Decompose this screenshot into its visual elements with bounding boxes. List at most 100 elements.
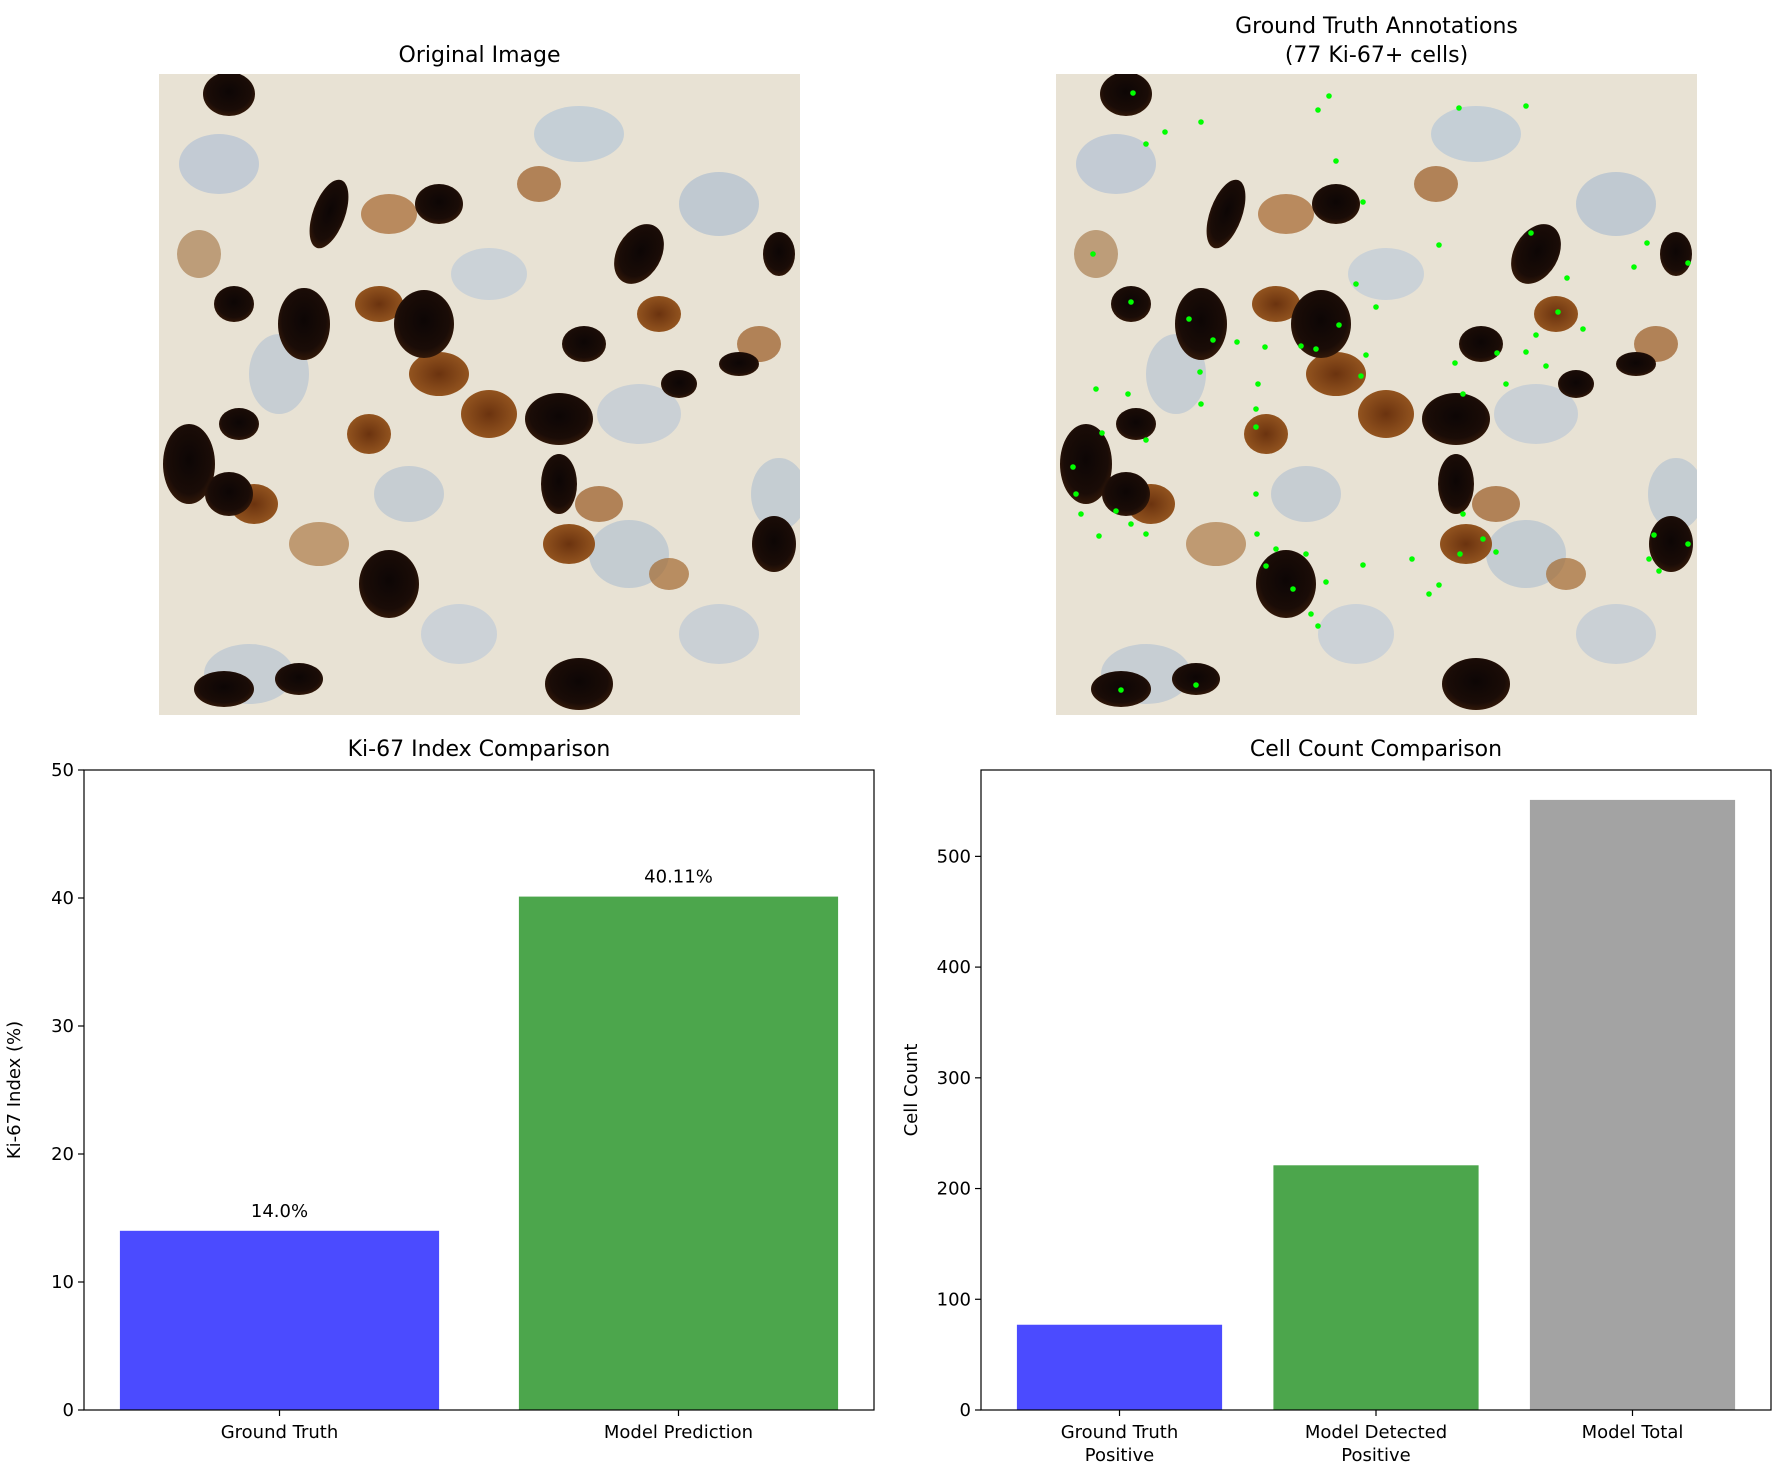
y-tick-label: 500 (937, 846, 971, 867)
annotation-marker (1198, 401, 1204, 407)
annotation-marker (1193, 682, 1199, 688)
annotation-marker (1070, 464, 1076, 470)
annotation-marker (1128, 521, 1134, 527)
original-image-title: Original Image (399, 43, 561, 68)
y-tick-label: 0 (63, 1400, 74, 1421)
y-tick-label: 100 (937, 1289, 971, 1310)
annotation-marker (1253, 424, 1259, 430)
x-tick-label: Model Detected (1305, 1422, 1447, 1443)
y-tick-label: 50 (51, 760, 74, 781)
annotation-marker (1143, 531, 1149, 537)
bar (1016, 1324, 1223, 1410)
annotation-marker (1234, 339, 1240, 345)
annotation-marker (1118, 687, 1124, 693)
bar-value-label: 14.0% (251, 1201, 308, 1222)
annotation-marker (1426, 591, 1432, 597)
y-tick-label: 0 (960, 1400, 971, 1421)
annotation-marker (1273, 546, 1279, 552)
annotation-marker (1460, 391, 1466, 397)
annotation-marker (1333, 158, 1339, 164)
annotation-marker (1143, 141, 1149, 147)
y-tick-label: 40 (51, 888, 74, 909)
annotation-marker (1197, 369, 1203, 375)
annotation-marker (1494, 350, 1500, 356)
y-tick-label: 20 (51, 1144, 74, 1165)
annotation-marker (1523, 103, 1529, 109)
annotation-marker (1456, 105, 1462, 111)
chart-title: Cell Count Comparison (1250, 737, 1502, 762)
annotation-marker (1336, 322, 1342, 328)
y-axis-label: Ki-67 Index (%) (4, 1021, 25, 1159)
annotation-marker (1555, 309, 1561, 315)
y-tick-label: 10 (51, 1272, 74, 1293)
y-axis-label: Cell Count (901, 1044, 922, 1137)
annotation-marker (1646, 556, 1652, 562)
annotation-marker (1255, 381, 1261, 387)
annotation-marker (1186, 316, 1192, 322)
chart-title: Ki-67 Index Comparison (348, 737, 611, 762)
annotation-marker (1480, 536, 1486, 542)
annotation-marker (1263, 563, 1269, 569)
annotation-marker (1090, 251, 1096, 257)
annotation-marker (1564, 275, 1570, 281)
bar (518, 896, 839, 1410)
x-tick-label: Ground Truth (1061, 1422, 1179, 1443)
y-tick-label: 200 (937, 1179, 971, 1200)
annotation-marker (1436, 582, 1442, 588)
y-tick-label: 400 (937, 957, 971, 978)
annotation-marker (1078, 511, 1084, 517)
annotation-marker (1099, 430, 1105, 436)
annotation-marker (1210, 337, 1216, 343)
annotation-marker (1358, 373, 1364, 379)
annotation-marker (1460, 511, 1466, 517)
y-tick-label: 30 (51, 1016, 74, 1037)
annotation-marker (1254, 531, 1260, 537)
annotation-marker (1298, 343, 1304, 349)
annotation-marker (1303, 551, 1309, 557)
ki67-index-chart: Ki-67 Index Comparison 14.0% Ground Truth 4… (4, 737, 875, 1443)
annotation-marker (1093, 386, 1099, 392)
x-tick-label: Positive (1341, 1445, 1410, 1466)
annotation-marker (1323, 579, 1329, 585)
annotation-marker (1533, 332, 1539, 338)
original-image (159, 74, 800, 715)
annotation-marker (1452, 360, 1458, 366)
annotation-marker (1253, 406, 1259, 412)
annotation-marker (1656, 568, 1662, 574)
annotation-marker (1409, 556, 1415, 562)
annotation-marker (1290, 586, 1296, 592)
annotation-marker (1528, 230, 1534, 236)
annotation-marker (1113, 508, 1119, 514)
annotation-marker (1363, 352, 1369, 358)
bar (1529, 799, 1736, 1410)
annotation-marker (1543, 363, 1549, 369)
annotation-marker (1644, 240, 1650, 246)
annotated-image (1056, 74, 1697, 715)
annotation-marker (1326, 93, 1332, 99)
annotation-marker (1457, 551, 1463, 557)
annotation-marker (1143, 437, 1149, 443)
bar-value-label: 40.11% (644, 867, 713, 888)
annotation-marker (1353, 281, 1359, 287)
annotation-marker (1315, 107, 1321, 113)
annotations-title-line1: Ground Truth Annotations (1235, 14, 1518, 39)
annotation-marker (1685, 541, 1691, 547)
annotation-marker (1360, 199, 1366, 205)
y-tick-label: 300 (937, 1068, 971, 1089)
annotation-markers (1070, 90, 1691, 693)
plot-frame (980, 769, 1772, 1411)
annotation-marker (1125, 391, 1131, 397)
annotation-marker (1493, 549, 1499, 555)
annotation-marker (1308, 611, 1314, 617)
x-tick-label: Positive (1085, 1445, 1154, 1466)
annotation-marker (1262, 344, 1268, 350)
annotation-marker (1096, 533, 1102, 539)
bar (119, 1230, 440, 1410)
x-tick-label: Model Total (1582, 1422, 1684, 1443)
plot-frame (83, 769, 875, 1411)
annotation-marker (1373, 304, 1379, 310)
annotation-marker (1436, 242, 1442, 248)
